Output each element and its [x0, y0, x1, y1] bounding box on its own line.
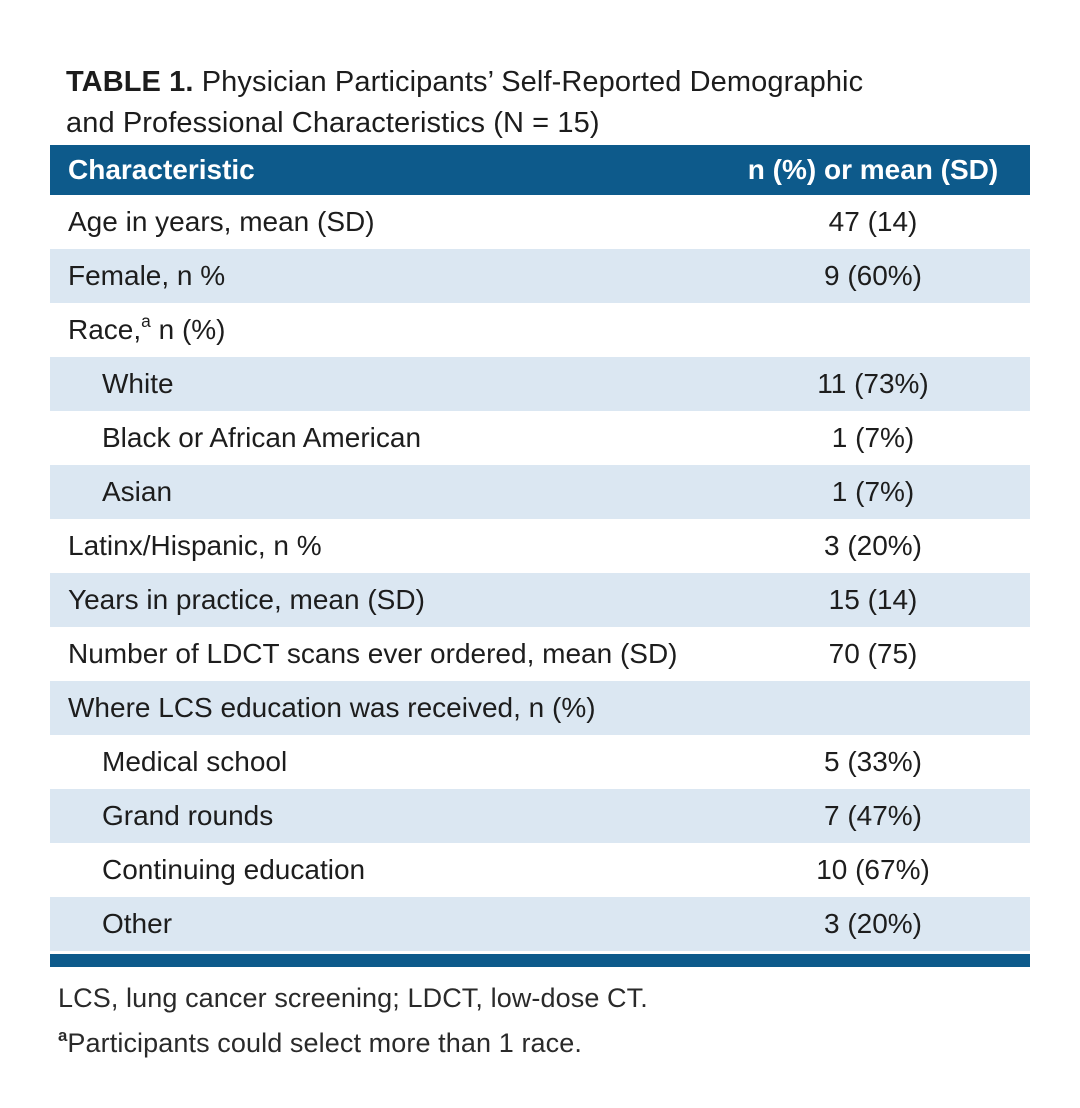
- row-label: Years in practice, mean (SD): [68, 584, 425, 615]
- table-row: Latinx/Hispanic, n % 3 (20%): [50, 519, 1030, 573]
- row-label: Where LCS education was received, n (%): [68, 692, 596, 723]
- table-header-row: Characteristic n (%) or mean (SD): [50, 145, 1030, 195]
- table-row: White 11 (73%): [50, 357, 1030, 411]
- row-label: Latinx/Hispanic, n %: [68, 530, 322, 561]
- table-row: Continuing education 10 (67%): [50, 843, 1030, 897]
- row-label: Female, n %: [68, 260, 226, 291]
- table-row: Where LCS education was received, n (%): [50, 681, 1030, 735]
- footnote-text: Participants could select more than 1 ra…: [67, 1028, 582, 1058]
- footnote-marker: a: [141, 310, 151, 331]
- table-row: Female, n % 9 (60%): [50, 249, 1030, 303]
- table-title-line2: and Professional Characteristics (N = 15…: [66, 107, 600, 139]
- row-value: 3 (20%): [823, 530, 923, 561]
- table-row: Medical school 5 (33%): [50, 735, 1030, 789]
- table-row: Black or African American 1 (7%): [50, 411, 1030, 465]
- row-value: 1 (7%): [831, 422, 915, 453]
- row-label: Race,a n (%): [68, 310, 226, 345]
- table-row: Race,a n (%): [50, 303, 1030, 357]
- row-value: 47 (14): [828, 206, 918, 237]
- row-label: Continuing education: [102, 854, 366, 885]
- row-value: 5 (33%): [823, 746, 923, 777]
- table-bottom-rule: [50, 954, 1030, 967]
- demographics-table: Characteristic n (%) or mean (SD) Age in…: [50, 145, 1030, 967]
- row-label: Medical school: [102, 746, 288, 777]
- row-value: 1 (7%): [831, 476, 915, 507]
- row-value: 7 (47%): [823, 800, 923, 831]
- row-label: Number of LDCT scans ever ordered, mean …: [68, 638, 678, 669]
- table-footnotes: LCS, lung cancer screening; LDCT, low-do…: [58, 976, 648, 1066]
- row-value: 3 (20%): [823, 908, 923, 939]
- table-row: Years in practice, mean (SD) 15 (14): [50, 573, 1030, 627]
- table-rows: Age in years, mean (SD) 47 (14) Female, n …: [50, 195, 1030, 951]
- footnote-abbreviations: LCS, lung cancer screening; LDCT, low-do…: [58, 976, 648, 1021]
- row-label: Grand rounds: [102, 800, 274, 831]
- row-value: 70 (75): [828, 638, 918, 669]
- row-value: 15 (14): [828, 584, 918, 615]
- footnote-marker: a: [58, 1026, 68, 1045]
- table-row: Age in years, mean (SD) 47 (14): [50, 195, 1030, 249]
- table-row: Asian 1 (7%): [50, 465, 1030, 519]
- row-label: Other: [102, 908, 173, 939]
- row-value: 11 (73%): [817, 368, 929, 399]
- table-row: Number of LDCT scans ever ordered, mean …: [50, 627, 1030, 681]
- row-value: 9 (60%): [823, 260, 923, 291]
- table-title-line1: Physician Participants’ Self-Reported De…: [201, 66, 864, 98]
- footnote-race: aParticipants could select more than 1 r…: [58, 1021, 648, 1066]
- table-number-label: TABLE 1.: [66, 66, 194, 98]
- table-row: Grand rounds 7 (47%): [50, 789, 1030, 843]
- row-label: Age in years, mean (SD): [68, 206, 375, 237]
- table-title: TABLE 1. Physician Participants’ Self-Re…: [66, 62, 966, 144]
- footnote-text: LCS, lung cancer screening; LDCT, low-do…: [58, 983, 648, 1013]
- row-value: 10 (67%): [816, 854, 930, 885]
- row-label: Black or African American: [102, 422, 422, 453]
- column-header-value: n (%) or mean (SD): [747, 154, 999, 185]
- row-label: White: [102, 368, 174, 399]
- row-label: Asian: [102, 476, 173, 507]
- column-header-characteristic: Characteristic: [68, 154, 255, 185]
- table-row: Other 3 (20%): [50, 897, 1030, 951]
